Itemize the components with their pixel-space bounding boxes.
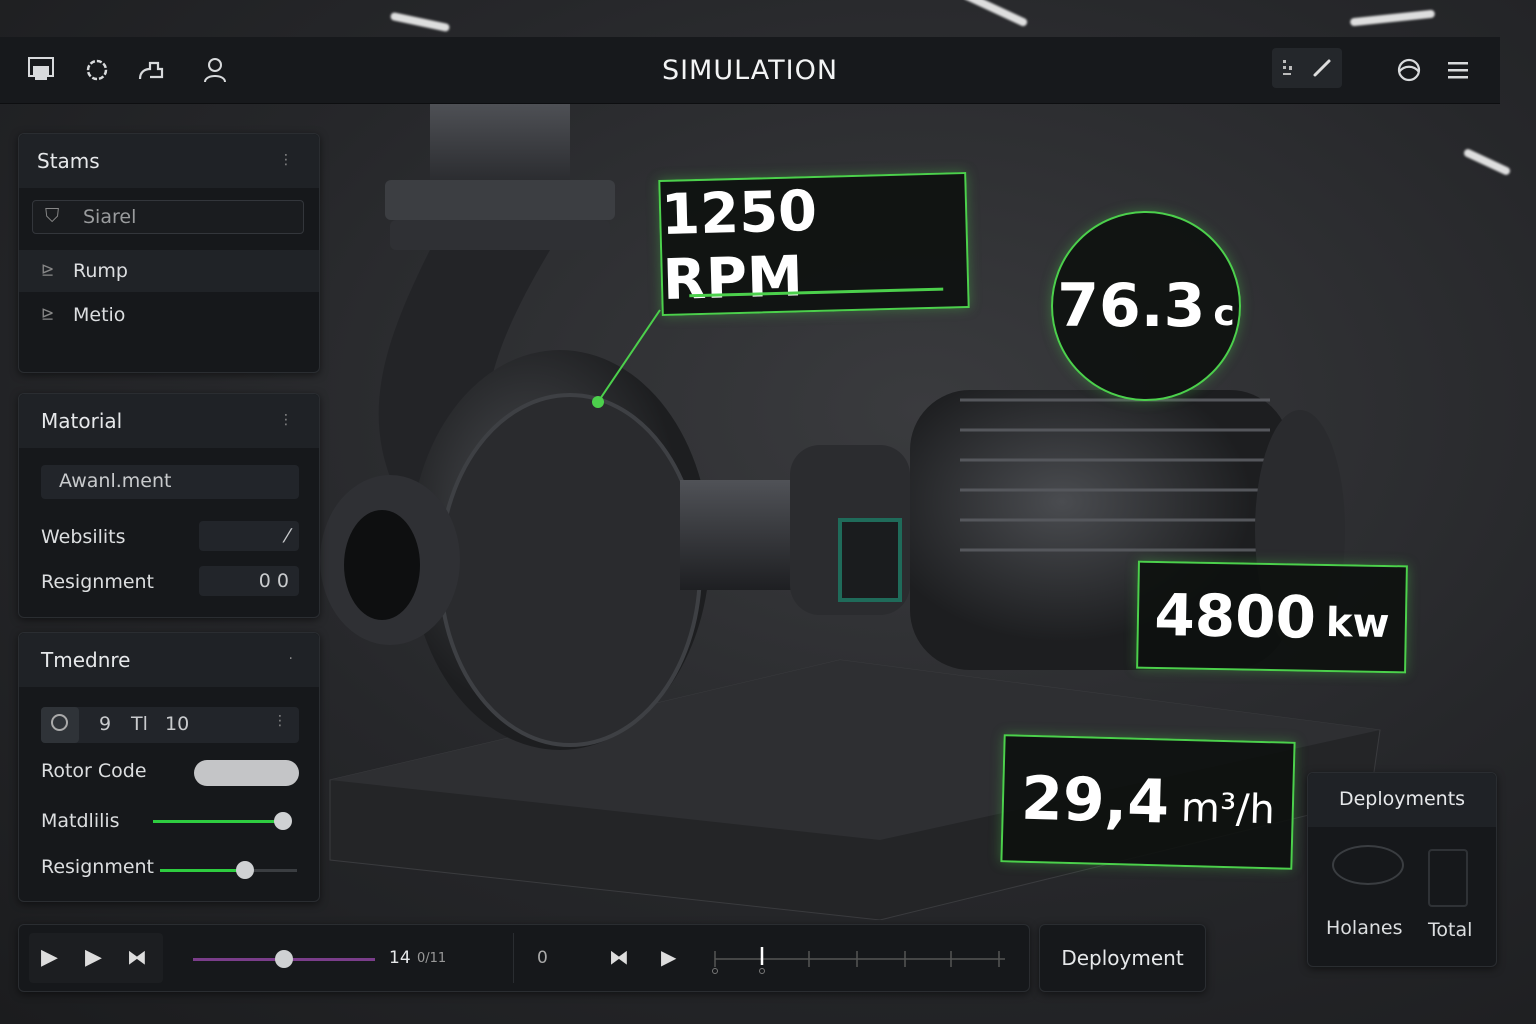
time-value: 14 <box>389 948 411 968</box>
slider-label: Matdlilis <box>41 810 120 832</box>
flow-unit: m³/h <box>1180 784 1276 834</box>
globe-icon[interactable] <box>1394 55 1424 85</box>
temperature-readout: 76.3 c <box>1051 211 1241 401</box>
list-item[interactable]: ⊵ Rump <box>19 250 319 292</box>
scrubber-knob[interactable] <box>275 950 293 968</box>
panel-title: Tmednre <box>41 648 131 672</box>
menu-icon[interactable] <box>1444 55 1474 85</box>
matdlilis-slider[interactable] <box>153 812 293 830</box>
stams-panel: Stams ⋮ ⛉ Siarel ⊵ Rump ⊵ Metio <box>18 133 320 373</box>
deployment-button[interactable]: Deployment <box>1039 924 1206 992</box>
time-unit: 0/11 <box>417 951 447 966</box>
list-item-label: Metio <box>73 304 126 326</box>
rotor-code-toggle[interactable] <box>194 760 299 786</box>
search-input[interactable]: ⛉ Siarel <box>32 200 304 234</box>
play-icon[interactable]: ▶ <box>661 945 677 969</box>
user-icon[interactable] <box>200 55 230 85</box>
temp-unit: c <box>1213 292 1235 334</box>
panel-title: Deployments <box>1308 773 1496 827</box>
holanes-icon[interactable] <box>1332 845 1404 885</box>
segment-value[interactable]: Tl <box>131 713 148 735</box>
segment-value[interactable]: 9 <box>99 713 112 735</box>
websilits-input[interactable]: ⁄ <box>199 521 299 551</box>
list-item-label: Rump <box>73 260 128 282</box>
timeline-settings-panel: Tmednre · 9 Tl 10 ⋮ Rotor Code Matdlilis … <box>18 632 320 902</box>
flow-value: 29,4 <box>1020 763 1171 838</box>
rotor-code-label: Rotor Code <box>41 760 147 782</box>
shield-icon: ⛉ <box>45 205 60 227</box>
time-scrubber[interactable] <box>193 950 375 968</box>
monitor-icon[interactable] <box>26 55 56 85</box>
power-readout: 4800 kw <box>1136 560 1408 674</box>
slider-label: Resignment <box>41 856 155 878</box>
list-item[interactable]: ⊵ Metio <box>19 294 319 336</box>
slider-fill <box>153 820 284 823</box>
rpm-readout: 1250 RPM <box>658 171 970 317</box>
gear-icon[interactable] <box>82 55 112 85</box>
pencil-icon[interactable] <box>1310 56 1334 80</box>
kebab-icon[interactable]: ⋮ <box>279 412 293 428</box>
kebab-icon[interactable]: ⋮ <box>273 713 287 729</box>
resignment-slider[interactable] <box>160 861 297 879</box>
pump-icon[interactable] <box>136 55 166 85</box>
kebab-icon[interactable]: ⋮ <box>279 152 293 168</box>
holanes-label: Holanes <box>1326 917 1403 939</box>
power-value: 4800 <box>1153 580 1317 652</box>
temp-value: 76.3 <box>1057 271 1206 341</box>
deployments-panel: Deployments Holanes Total <box>1307 772 1497 967</box>
page-title: SIMULATION <box>661 55 839 86</box>
total-icon[interactable] <box>1428 849 1468 907</box>
step-forward-icon[interactable]: ▶ <box>85 945 102 970</box>
file-icon: ⊵ <box>41 304 55 323</box>
resignment-label: Resignment <box>41 571 155 593</box>
segment-value[interactable]: 10 <box>165 713 190 735</box>
skip-icon[interactable]: ⧓ <box>127 945 147 969</box>
skip-icon[interactable]: ⧓ <box>609 945 629 969</box>
websilits-label: Websilits <box>41 526 126 548</box>
flow-readout: 29,4 m³/h <box>1000 734 1296 870</box>
material-field[interactable]: Awanl.ment <box>41 465 299 499</box>
top-bar: SIMULATION <box>0 37 1500 104</box>
slider-knob[interactable] <box>274 812 293 830</box>
search-placeholder: Siarel <box>83 206 137 228</box>
grid-icon[interactable] <box>1280 58 1296 78</box>
total-label: Total <box>1428 919 1473 941</box>
circle-button[interactable] <box>41 707 79 743</box>
frame-counter: 0 <box>537 948 548 968</box>
segmented-control: 9 Tl 10 ⋮ <box>41 707 299 743</box>
play-icon[interactable]: ▶ <box>41 945 58 970</box>
panel-title: Stams <box>37 149 100 173</box>
panel-title: Matorial <box>41 409 123 433</box>
file-icon: ⊵ <box>41 260 55 279</box>
view-toggle-group <box>1272 48 1342 88</box>
playback-bar: ▶ ▶ ⧓ 14 0/11 0 ⧓ ▶ <box>18 924 1030 992</box>
frame-ruler[interactable] <box>709 943 1009 977</box>
material-panel: Matorial ⋮ Awanl.ment Websilits ⁄ Resignm… <box>18 393 320 618</box>
power-unit: kw <box>1325 599 1390 648</box>
resignment-input[interactable]: 0 0 <box>199 566 299 596</box>
slider-knob[interactable] <box>235 861 254 879</box>
dot-icon[interactable]: · <box>288 651 293 667</box>
slider-fill <box>160 869 245 872</box>
